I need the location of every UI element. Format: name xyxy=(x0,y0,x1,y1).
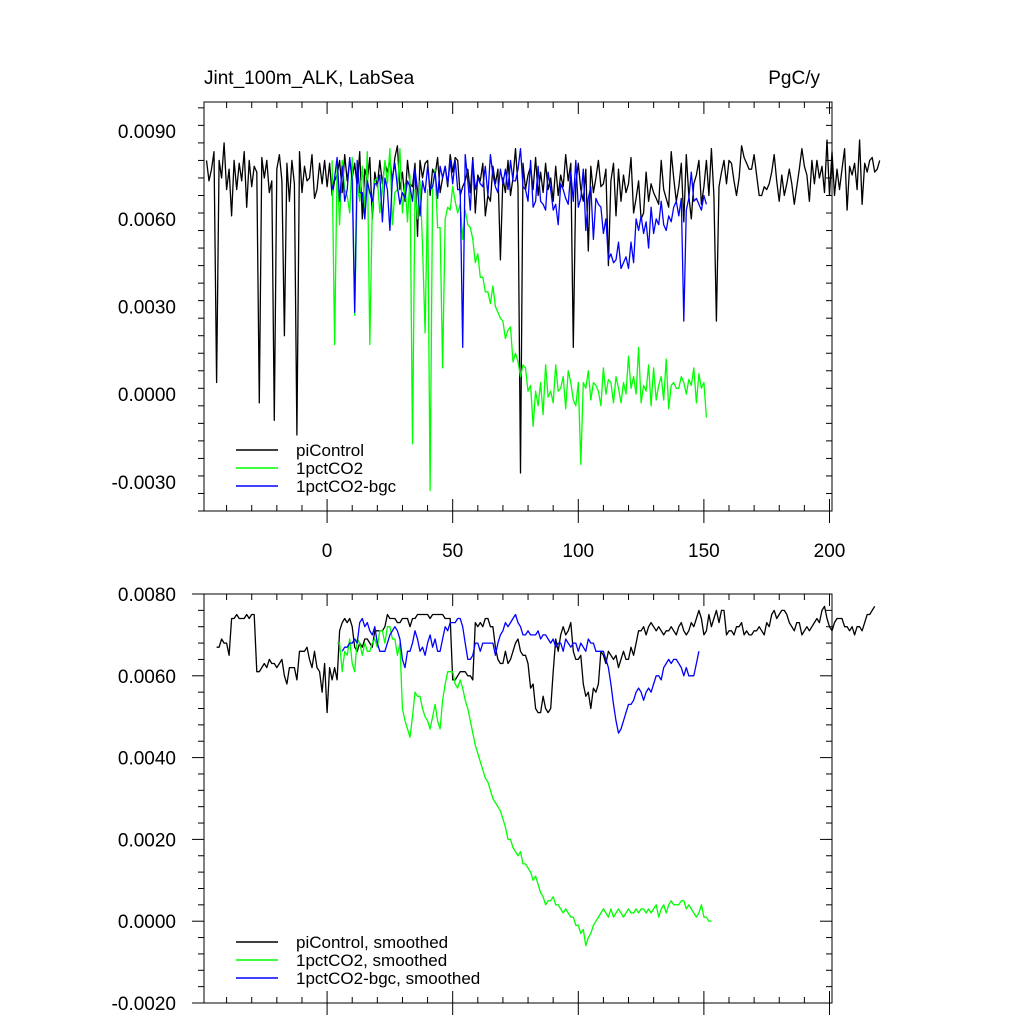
y-tick-label: 0.0020 xyxy=(118,830,176,851)
x-tick-label: 50 xyxy=(442,541,463,562)
series-line xyxy=(337,626,712,947)
x-tick-label: 150 xyxy=(688,541,720,562)
series-line xyxy=(331,148,708,349)
y-tick-label: 0.0030 xyxy=(118,298,176,319)
chart-title: Jint_100m_ALK, LabSea xyxy=(204,68,415,89)
series-line xyxy=(205,139,881,474)
y-tick-label: 0.0040 xyxy=(118,749,176,770)
legend-label: 1pctCO2-bgc, smoothed xyxy=(296,969,480,988)
y-tick-label: 0.0000 xyxy=(118,385,176,406)
series-line xyxy=(216,605,876,714)
y-tick-label: 0.0000 xyxy=(118,912,176,933)
top-axis-ticks: 0 50 100 150 200 -0.0030 0.0000 0.0030 0.0060 0.0… xyxy=(112,102,846,562)
legend-label: piControl xyxy=(296,441,364,460)
series-line xyxy=(341,613,700,734)
bottom-plot-frame xyxy=(203,593,833,1004)
top-panel: Jint_100m_ALK, LabSea PgC/y 0 50 100 150 200… xyxy=(112,68,881,562)
bottom-axis-ticks: -0.0020 0.0000 0.0020 0.0040 0.0060 0.0080 xyxy=(112,585,832,1015)
top-series-group xyxy=(205,139,881,492)
x-tick-label: 100 xyxy=(562,541,594,562)
legend-label: 1pctCO2 xyxy=(296,459,363,478)
y-tick-label: -0.0020 xyxy=(112,994,176,1015)
series-line xyxy=(331,148,708,492)
x-tick-label: 0 xyxy=(322,541,333,562)
y-tick-label: 0.0060 xyxy=(118,667,176,688)
y-tick-label: 0.0090 xyxy=(118,122,176,143)
bottom-series-group xyxy=(216,605,876,947)
y-tick-label: -0.0030 xyxy=(112,473,176,494)
legend-label: 1pctCO2-bgc xyxy=(296,477,397,496)
legend-label: 1pctCO2, smoothed xyxy=(296,951,447,970)
bottom-panel: -0.0020 0.0000 0.0020 0.0040 0.0060 0.0080 pi… xyxy=(112,585,876,1015)
y-tick-label: 0.0080 xyxy=(118,585,176,606)
legend-label: piControl, smoothed xyxy=(296,933,448,952)
top-plot-frame xyxy=(203,101,833,512)
x-tick-label: 200 xyxy=(814,541,846,562)
units-label: PgC/y xyxy=(768,68,820,89)
y-tick-label: 0.0060 xyxy=(118,210,176,231)
